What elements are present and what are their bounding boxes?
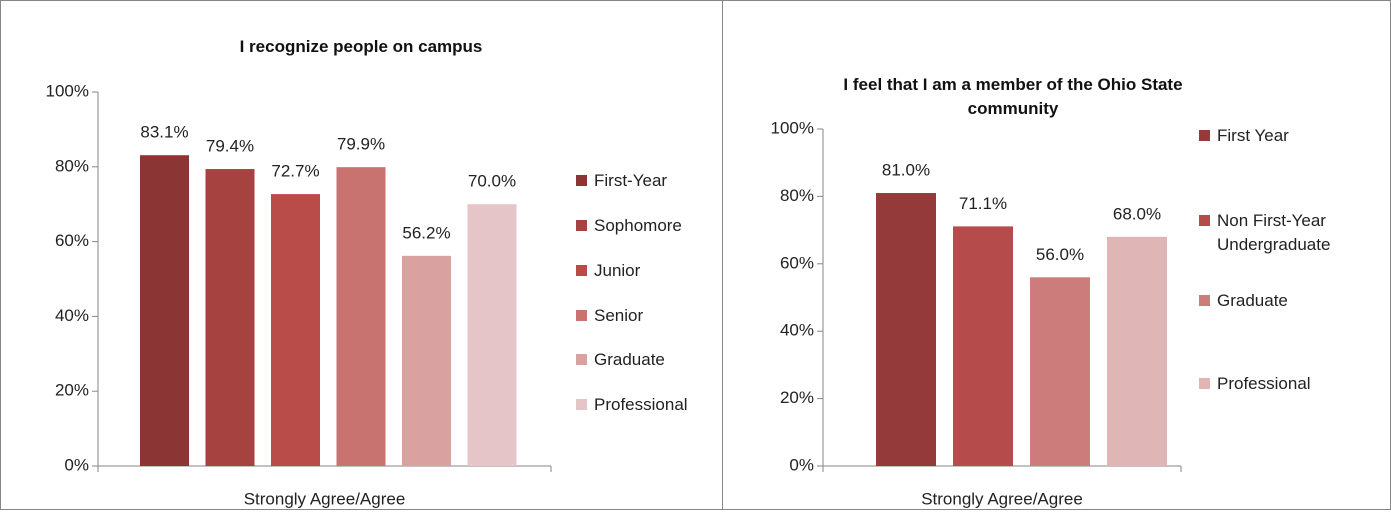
legend-item: Sophomore (576, 214, 716, 238)
value-label: 79.9% (337, 135, 385, 154)
y-tick-label: 60% (55, 231, 89, 250)
legend-swatch (1199, 215, 1210, 226)
y-tick-label: 80% (780, 186, 814, 205)
bar (953, 226, 1013, 466)
chart: 0% 20% 40% 60% 80% 100% Strongly Agree/Agree 83… (46, 81, 552, 508)
y-tick-label: 80% (55, 156, 89, 175)
x-tick-label: Strongly Agree/Agree (921, 489, 1083, 508)
legend-item: Professional (576, 393, 716, 417)
legend-swatch (576, 265, 587, 276)
y-tick-label: 0% (789, 455, 814, 474)
y-tick-label: 60% (780, 253, 814, 272)
value-label: 68.0% (1113, 204, 1161, 223)
y-tick-label: 40% (55, 306, 89, 325)
legend-item: Professional (1199, 372, 1384, 396)
legend-label: First-Year (594, 171, 668, 190)
chart-panel: 0% 20% 40% 60% 80% 100% Strongly Agree/Agree 83… (0, 0, 723, 510)
y-tick-label: 40% (780, 321, 814, 340)
value-label: 71.1% (959, 194, 1007, 213)
value-label: 70.0% (468, 172, 516, 191)
chart-title: I feel that I am a member of the Ohio St… (843, 75, 1183, 118)
legend-label: Professional (1217, 374, 1311, 393)
bar (1030, 277, 1090, 466)
legend-label: First Year (1217, 126, 1289, 145)
legend-item: Non First-Year Undergraduate (1199, 209, 1384, 257)
y-tick-label: 0% (64, 455, 89, 474)
value-label: 56.2% (402, 223, 450, 242)
value-label: 83.1% (140, 123, 188, 142)
legend-swatch (576, 310, 587, 321)
legend-label: Non First-Year Undergraduate (1217, 211, 1331, 254)
legend-label: Graduate (1217, 291, 1288, 310)
legend-item: Graduate (576, 348, 716, 372)
value-label: 79.4% (206, 137, 254, 156)
legend-swatch (576, 220, 587, 231)
legend-label: Senior (594, 306, 644, 325)
chart: 0% 20% 40% 60% 80% 100% Strongly Agree/Agree 81… (771, 118, 1182, 508)
bar (876, 193, 936, 466)
chart-title: I recognize people on campus (239, 37, 483, 56)
bar (336, 167, 386, 466)
y-tick-label: 20% (55, 381, 89, 400)
value-label: 81.0% (882, 161, 930, 180)
bar (205, 169, 255, 466)
y-tick-label: 100% (46, 81, 89, 100)
y-tick-label: 100% (771, 118, 814, 137)
legend-swatch (576, 354, 587, 365)
bar (402, 255, 451, 466)
value-label: 72.7% (271, 162, 319, 181)
legend-item: First-Year (576, 169, 716, 193)
legend-item: First Year (1199, 124, 1384, 148)
legend-swatch (576, 399, 587, 410)
legend-swatch (1199, 378, 1210, 389)
legend-swatch (1199, 295, 1210, 306)
legend-label: Junior (594, 261, 641, 280)
legend-item: Senior (576, 304, 716, 328)
legend-label: Sophomore (594, 216, 682, 235)
legend-item: Junior (576, 259, 716, 283)
legend-label: Professional (594, 395, 688, 414)
legend-item: Graduate (1199, 289, 1384, 313)
bar (271, 194, 320, 467)
y-tick-label: 20% (780, 388, 814, 407)
legend-swatch (1199, 130, 1210, 141)
x-tick-label: Strongly Agree/Agree (244, 489, 406, 508)
legend-label: Graduate (594, 350, 665, 369)
bar (140, 155, 189, 466)
bar (1107, 236, 1167, 466)
chart-panel: 0% 20% 40% 60% 80% 100% Strongly Agree/Agree 81… (722, 0, 1391, 510)
bar (467, 204, 517, 466)
value-label: 56.0% (1036, 245, 1084, 264)
legend-swatch (576, 175, 587, 186)
